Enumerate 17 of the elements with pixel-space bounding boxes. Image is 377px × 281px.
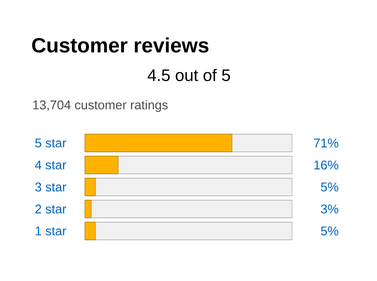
bar — [84, 156, 118, 174]
y-tick-label: 1 star — [36, 226, 66, 236]
data-label: 5% — [320, 226, 338, 236]
data-label: 3% — [320, 204, 338, 214]
data-label: 71% — [314, 138, 338, 148]
y-tick-label: 4 star — [35, 160, 66, 170]
y-tick-label: 5 star — [35, 138, 66, 148]
y-tick-label: 2 star — [35, 204, 66, 214]
text: 4.5 out of 5 — [148, 68, 230, 82]
bar — [84, 200, 92, 218]
data-label: 5% — [320, 182, 338, 192]
chart-title: Customer reviews — [32, 37, 208, 53]
bar — [84, 222, 96, 240]
text: 13,704 customer ratings — [33, 100, 168, 112]
bar — [84, 178, 96, 196]
data-label: 16% — [314, 160, 338, 170]
y-tick-label: 3 star — [35, 182, 66, 192]
